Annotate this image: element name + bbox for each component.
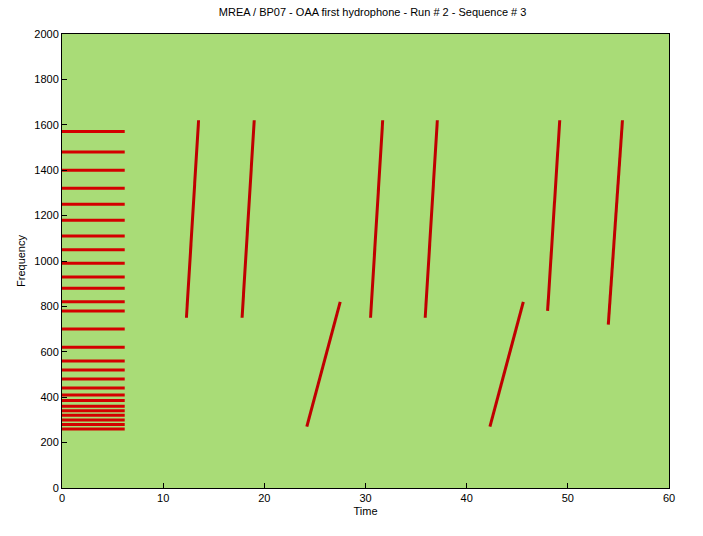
svg-text:1200: 1200 [34,209,58,221]
svg-text:0: 0 [59,492,65,504]
svg-text:800: 800 [40,300,58,312]
svg-text:400: 400 [40,391,58,403]
svg-text:600: 600 [40,346,58,358]
svg-text:MREA / BP07 - OAA first hydrop: MREA / BP07 - OAA first hydrophone - Run… [219,6,527,18]
svg-text:200: 200 [40,436,58,448]
svg-text:1400: 1400 [34,164,58,176]
svg-text:60: 60 [663,492,675,504]
svg-text:10: 10 [157,492,169,504]
svg-text:40: 40 [461,492,473,504]
svg-text:20: 20 [258,492,270,504]
svg-text:0: 0 [53,482,59,494]
svg-text:Time: Time [353,505,377,517]
svg-text:2000: 2000 [34,28,58,40]
svg-text:Frequency: Frequency [15,235,27,287]
svg-text:1000: 1000 [34,255,58,267]
svg-text:50: 50 [562,492,574,504]
svg-text:1800: 1800 [34,73,58,85]
svg-text:1600: 1600 [34,119,58,131]
svg-text:30: 30 [359,492,371,504]
